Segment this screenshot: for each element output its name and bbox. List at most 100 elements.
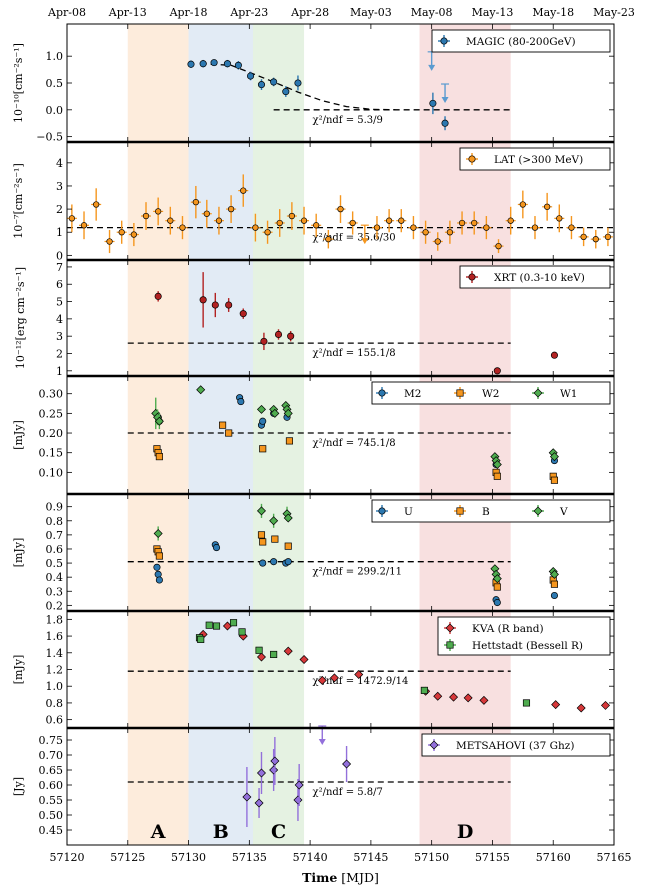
x-tick-label: 57160: [536, 851, 571, 864]
data-point: [256, 404, 266, 414]
data-point: [271, 535, 279, 543]
period-band-D: [419, 24, 511, 845]
data-point: [354, 670, 364, 680]
data-point: [550, 591, 558, 600]
period-band-B: [188, 24, 253, 845]
data-point: [187, 60, 195, 68]
data-point: [495, 242, 502, 250]
x-tick-label: 57140: [293, 851, 328, 864]
data-point: [342, 759, 352, 769]
data-point: [285, 437, 293, 445]
panel-magic: χ²/ndf = 5.3/9 −0.5 0.0 0.5 1.0 10⁻¹⁰[cm⁻²s⁻¹…: [12, 23, 615, 144]
panel-xrt: χ²/ndf = 155.1/8 1 2 3 4 5 6 7 10⁻¹²[erg cm⁻²s⁻¹…: [14, 259, 615, 378]
legend-label: METSAHOVI (37 Ghz): [456, 740, 574, 752]
y-tick-label: 0.6: [46, 543, 64, 556]
data-point: [531, 224, 539, 231]
data-point: [337, 205, 344, 213]
data-point: [294, 79, 302, 87]
period-label-C: C: [271, 821, 286, 843]
data-point: [203, 210, 210, 217]
data-point: [205, 621, 213, 629]
y-tick-label: 0.60: [39, 779, 64, 792]
data-point: [259, 445, 267, 453]
chi2-label: χ²/ndf = 155.1/8: [313, 348, 396, 359]
y-tick-label: 0.25: [39, 407, 64, 420]
y-tick-label: 0.65: [39, 764, 64, 777]
y-tick-label: 1.4: [46, 647, 64, 660]
period-label-A: A: [150, 821, 166, 843]
data-point: [197, 635, 205, 643]
data-point: [492, 574, 502, 584]
data-point: [434, 238, 441, 245]
data-point: [239, 310, 247, 318]
data-point: [580, 233, 587, 241]
data-point: [471, 219, 478, 227]
y-axis-label: [mJy]: [12, 420, 25, 450]
data-point: [219, 421, 227, 429]
period-band-A: [127, 24, 189, 845]
panel-radio: χ²/ndf = 5.8/7 0.45 0.50 0.55 0.60 0.65 0.70 0.…: [12, 725, 615, 846]
data-point: [68, 215, 76, 222]
y-axis-label: 10⁻⁷[cm⁻²s⁻¹]: [12, 163, 25, 238]
data-point: [550, 476, 558, 484]
data-point: [269, 516, 279, 526]
data-point: [549, 569, 559, 579]
data-point: [429, 740, 439, 750]
data-point: [192, 199, 199, 206]
data-point: [270, 756, 280, 766]
data-point: [255, 646, 263, 654]
data-point: [592, 236, 599, 243]
data-point: [533, 388, 543, 398]
legend-label: M2: [404, 388, 421, 400]
y-tick-label: 0.7: [46, 529, 64, 542]
legend: KVA (R band) Hettstadt (Bessell R): [437, 616, 611, 656]
data-point: [118, 229, 125, 236]
data-point: [446, 229, 454, 236]
data-point: [259, 538, 267, 546]
data-point: [378, 389, 386, 397]
y-tick-label: 7: [56, 261, 63, 274]
y-tick-label: 5: [56, 296, 63, 309]
data-point: [576, 703, 586, 713]
data-point: [276, 219, 283, 227]
data-point: [130, 231, 138, 238]
y-tick-label: 3: [56, 330, 63, 343]
data-point: [225, 429, 233, 437]
data-point: [433, 691, 443, 701]
data-point: [269, 765, 279, 775]
legend-label: Hettstadt (Bessell R): [472, 640, 583, 652]
y-tick-label: 1.6: [46, 630, 64, 643]
y-tick-label: 0.8: [46, 697, 64, 710]
data-point: [284, 542, 292, 550]
chi2-label: χ²/ndf = 1472.9/14: [313, 676, 409, 687]
data-point: [294, 780, 304, 790]
legend-label: KVA (R band): [472, 623, 544, 635]
y-tick-label: 2: [56, 347, 63, 360]
x-tick-label: 57150: [414, 851, 449, 864]
data-point: [287, 332, 295, 340]
legend-label: W1: [560, 388, 577, 400]
data-point: [329, 673, 339, 683]
top-axis-label: May-13: [472, 6, 514, 19]
data-point: [325, 236, 332, 243]
data-point: [223, 60, 232, 68]
chi2-label: χ²/ndf = 5.8/7: [313, 787, 383, 798]
period-band-C: [252, 24, 305, 845]
legend-box: [371, 499, 611, 523]
y-tick-label: 1.0: [46, 50, 64, 63]
data-point: [225, 301, 233, 309]
legend-label: LAT (>300 MeV): [494, 154, 583, 166]
data-point: [456, 507, 464, 515]
data-point: [284, 558, 292, 566]
data-point: [259, 559, 267, 567]
y-tick-label: 4: [56, 157, 63, 170]
data-point: [493, 598, 501, 607]
data-point: [300, 217, 308, 224]
data-point: [274, 330, 283, 338]
data-point: [256, 506, 266, 516]
data-point: [445, 623, 455, 633]
y-tick-label: 0.2: [46, 599, 64, 612]
y-tick-label: 0.70: [39, 749, 64, 762]
data-point: [299, 654, 309, 664]
